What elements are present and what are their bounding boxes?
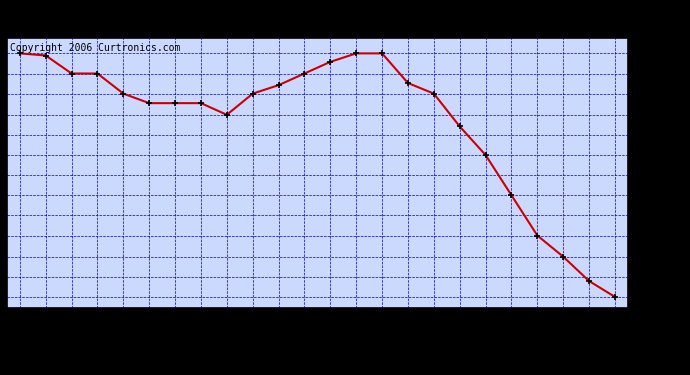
Text: Copyright 2006 Curtronics.com: Copyright 2006 Curtronics.com (10, 43, 180, 53)
Title: Heat Index (Last 24 Hours) Sat Feb 18 00:00: Heat Index (Last 24 Hours) Sat Feb 18 00… (121, 20, 513, 35)
